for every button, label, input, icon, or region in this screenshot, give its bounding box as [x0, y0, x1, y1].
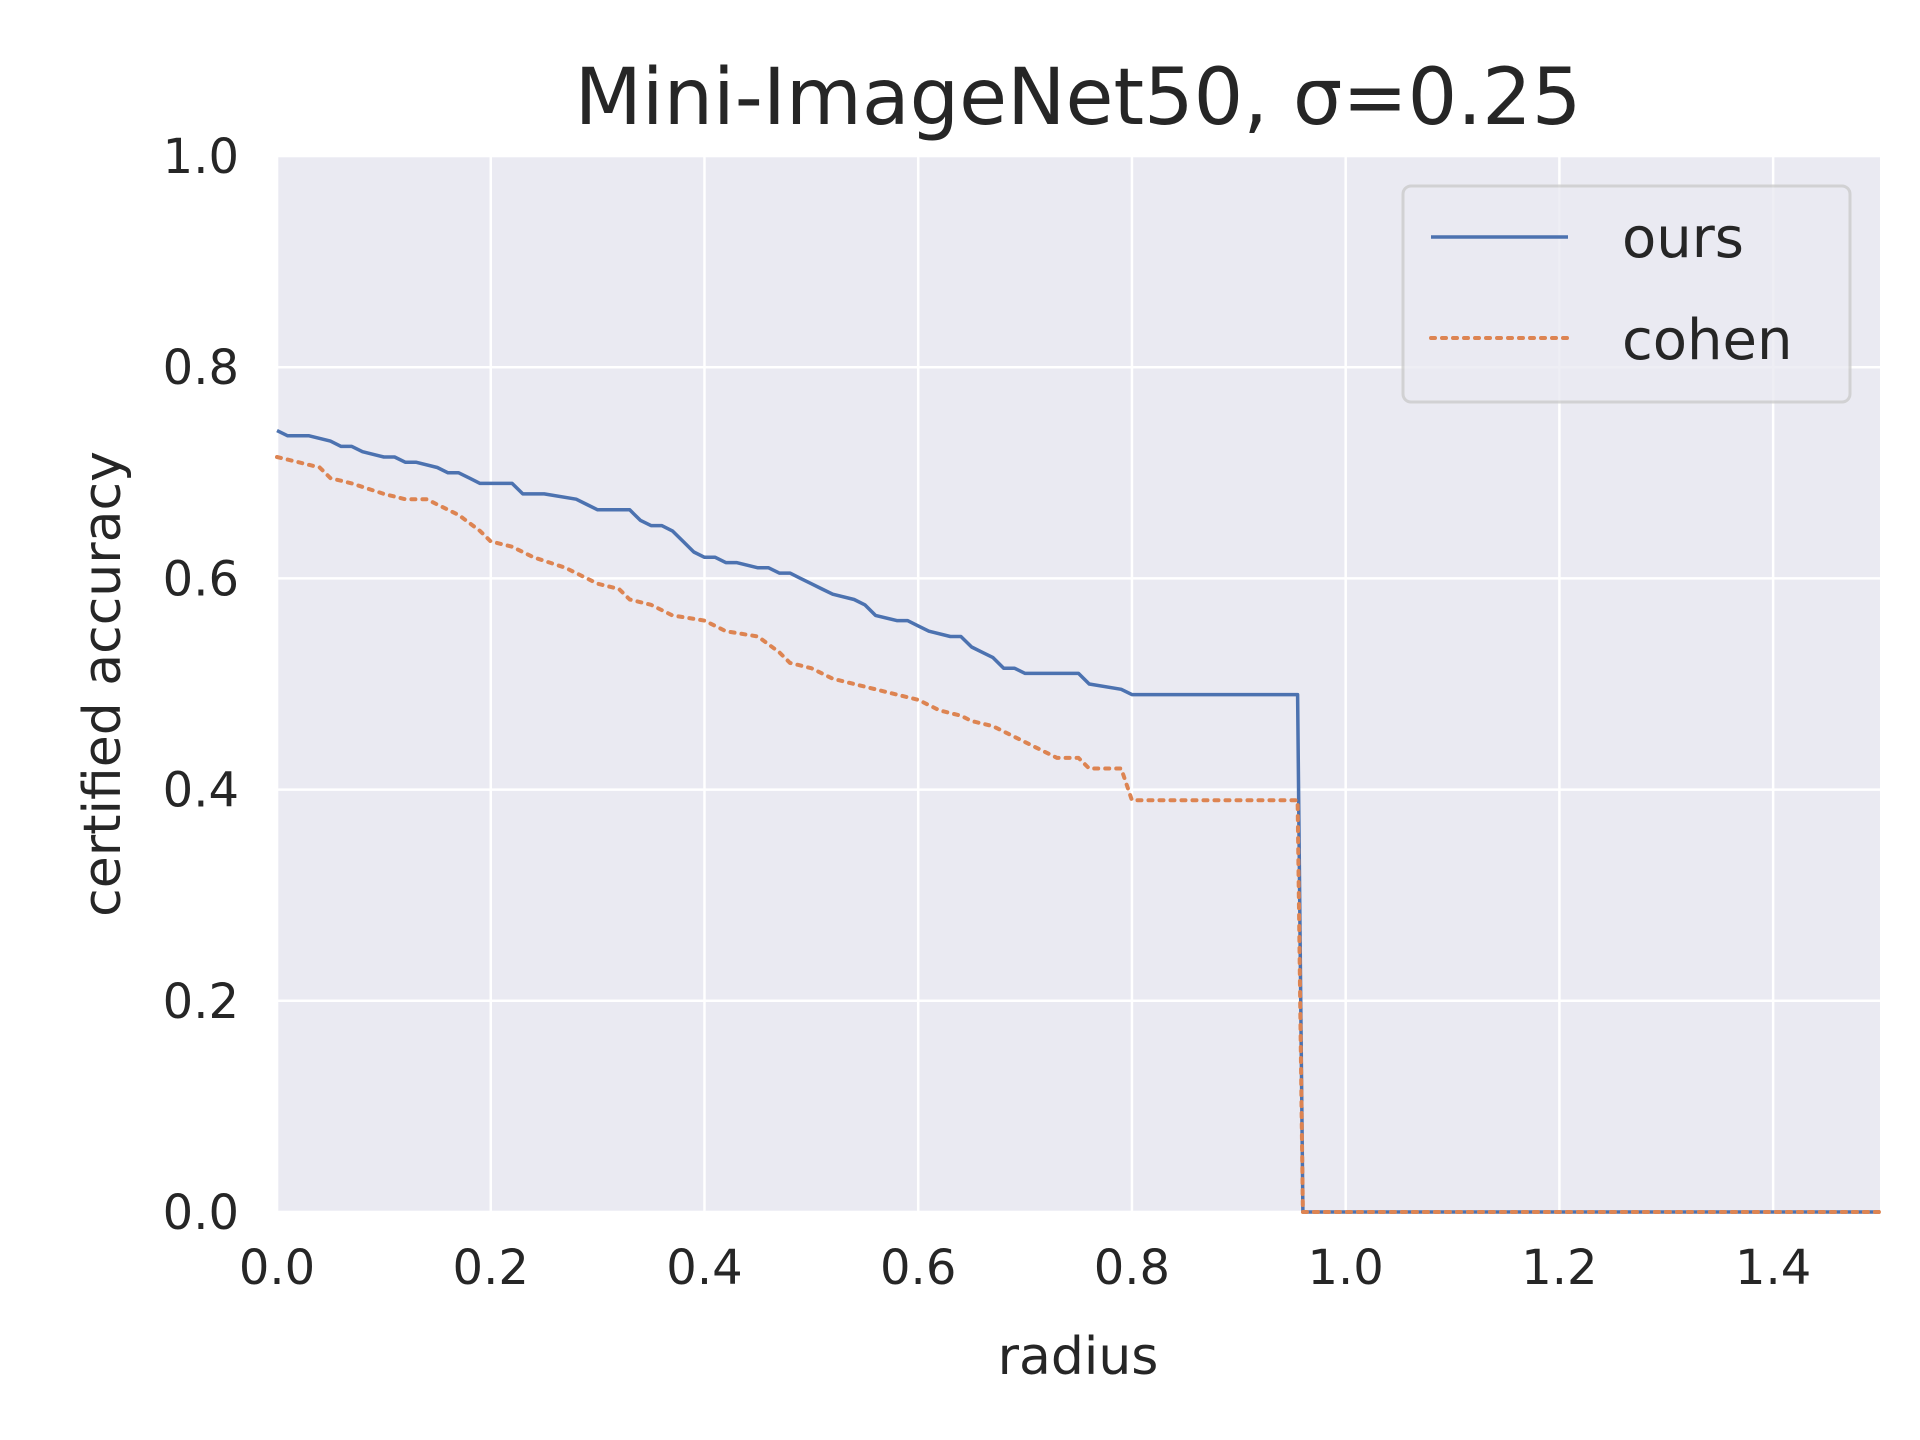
chart-title: Mini-ImageNet50, σ=0.25 [575, 53, 1582, 143]
legend: ours cohen [1401, 184, 1852, 404]
tick-labels: 0.0 0.2 0.4 0.6 0.8 1.0 1.2 1.4 0.0 0.2 0.4 0.6 0.8 1… [163, 129, 1812, 1296]
x-tick-label: 1.2 [1521, 1240, 1597, 1296]
series-layer [275, 429, 1882, 1214]
x-tick-label: 0.6 [880, 1240, 956, 1296]
x-axis-label: radius [998, 1327, 1159, 1387]
x-tick-label: 0.2 [453, 1240, 529, 1296]
legend-label-cohen: cohen [1622, 308, 1793, 373]
x-tick-label: 0.8 [1094, 1240, 1170, 1296]
y-axis-label: certified accuracy [73, 451, 133, 917]
x-tick-label: 1.0 [1307, 1240, 1383, 1296]
legend-box [1401, 184, 1852, 404]
x-tick-label: 1.4 [1735, 1240, 1811, 1296]
y-tick-label: 1.0 [163, 129, 239, 185]
x-tick-label: 0.4 [666, 1240, 742, 1296]
series-line-cohen [275, 455, 1882, 1214]
y-tick-label: 0.0 [163, 1185, 239, 1241]
legend-label-ours: ours [1622, 206, 1744, 271]
y-tick-label: 0.4 [163, 763, 239, 819]
y-tick-label: 0.8 [163, 340, 239, 396]
y-tick-label: 0.6 [163, 551, 239, 607]
y-tick-label: 0.2 [163, 974, 239, 1030]
series-line-ours [276, 429, 1880, 1214]
x-tick-label: 0.0 [239, 1240, 315, 1296]
